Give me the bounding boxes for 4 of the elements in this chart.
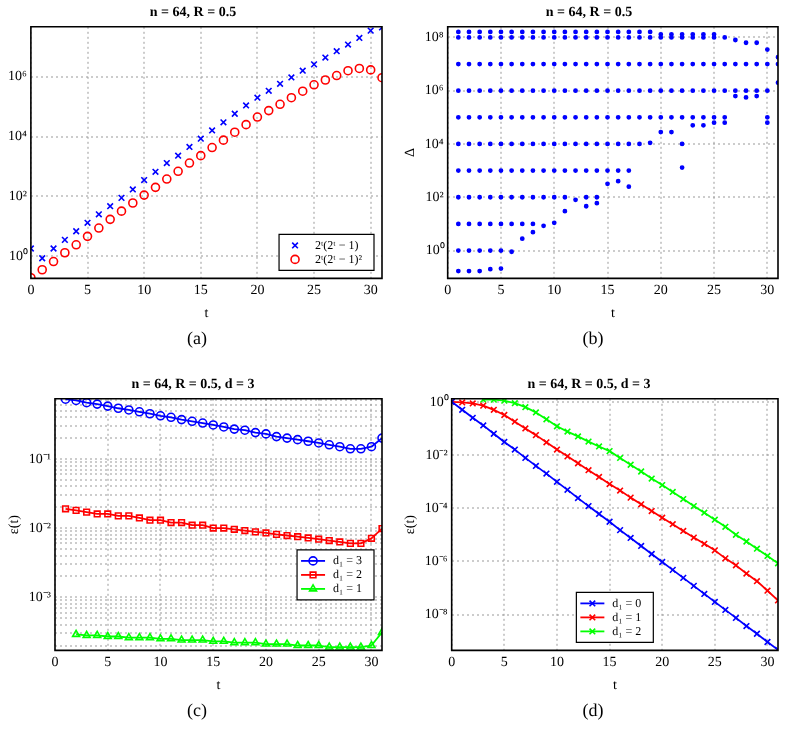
text: (d): [580, 700, 606, 720]
text: (a): [185, 328, 209, 348]
text: (b): [580, 328, 606, 348]
text: (c): [185, 700, 209, 720]
